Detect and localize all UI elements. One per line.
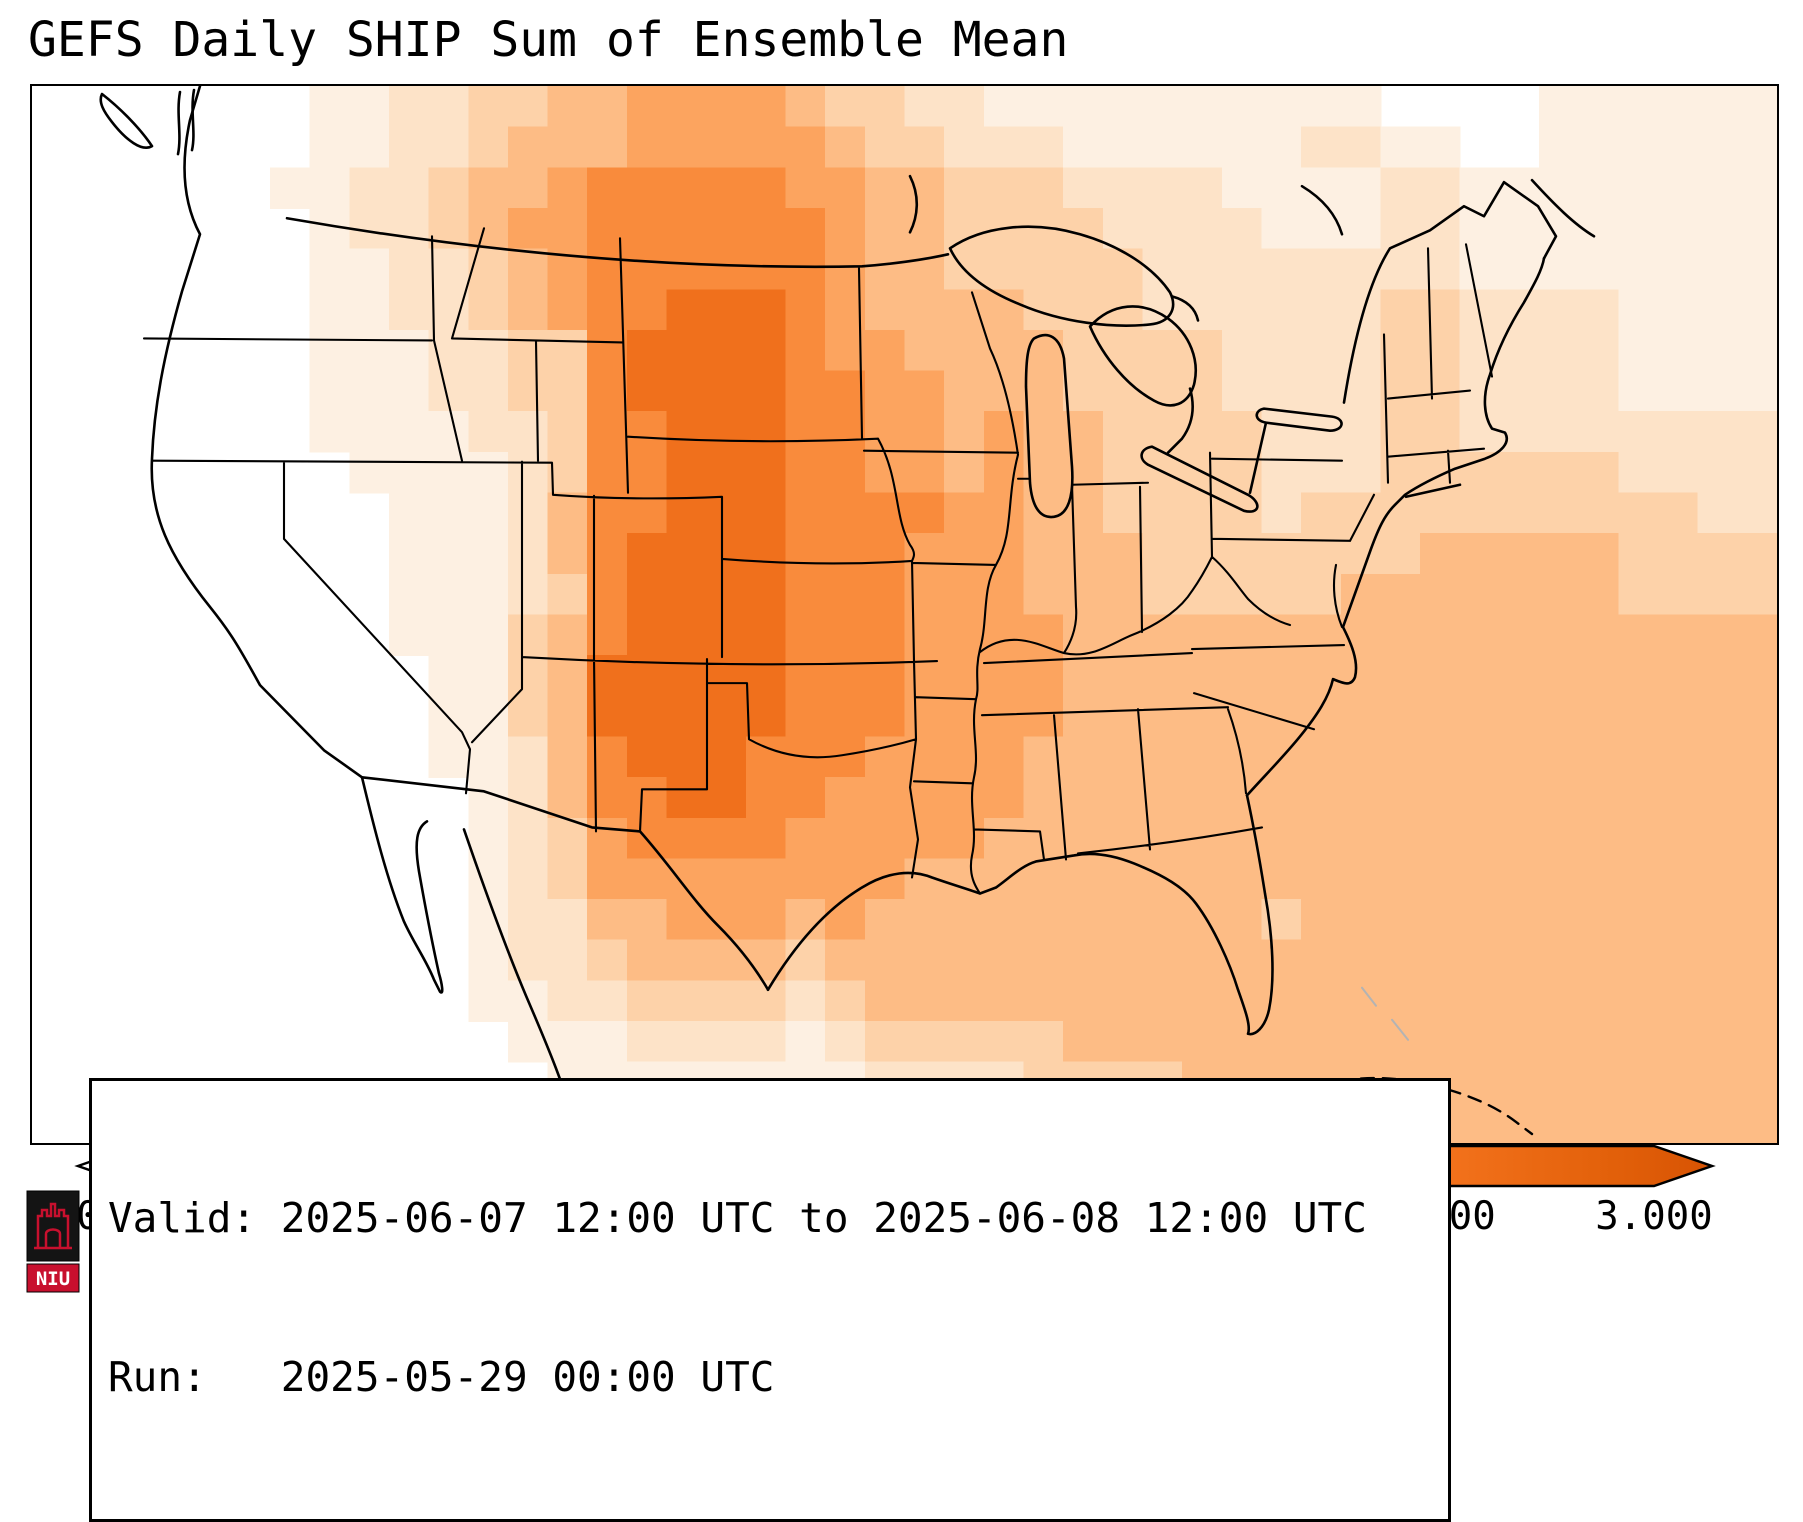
lake-erie [1140,445,1259,513]
niu-shield [26,1190,80,1262]
niu-logo: NIU [26,1190,80,1294]
gulf-coastline [766,794,1274,1036]
valid-line: Valid: 2025-06-07 12:00 UTC to 2025-06-0… [108,1194,1367,1242]
heatmap-layer [270,86,1777,1143]
vancouver-island [99,92,154,149]
lake-michigan [1024,333,1074,519]
lake-ontario [1255,407,1343,432]
run-line: Run: 2025-05-29 00:00 UTC [108,1353,775,1401]
lake-huron [1088,305,1197,407]
state-borders-layer [142,227,1494,895]
niu-castle-icon [34,1202,72,1250]
figure-title: GEFS Daily SHIP Sum of Ensemble Mean [28,12,1069,68]
us-mexico-border [360,776,770,992]
baja-peninsula [360,776,444,994]
maine-canada-border [1342,180,1558,404]
puget-sound [176,88,196,156]
conus-ship-map [99,86,1777,1143]
long-island [1404,483,1462,499]
state-borders [142,227,1494,895]
pacific-coastline [150,86,364,779]
map-canvas: Valid: 2025-06-07 12:00 UTC to 2025-06-0… [30,84,1779,1522]
canada-lakes-decor [908,174,1596,238]
lake-superior [948,225,1175,327]
us-canada-border [285,216,1268,495]
validity-info-box: Valid: 2025-06-07 12:00 UTC to 2025-06-0… [89,1078,1451,1522]
colorbar-tick: 3.000 [1595,1194,1713,1239]
niu-logo-text: NIU [36,1268,70,1290]
niu-banner [26,1263,80,1293]
